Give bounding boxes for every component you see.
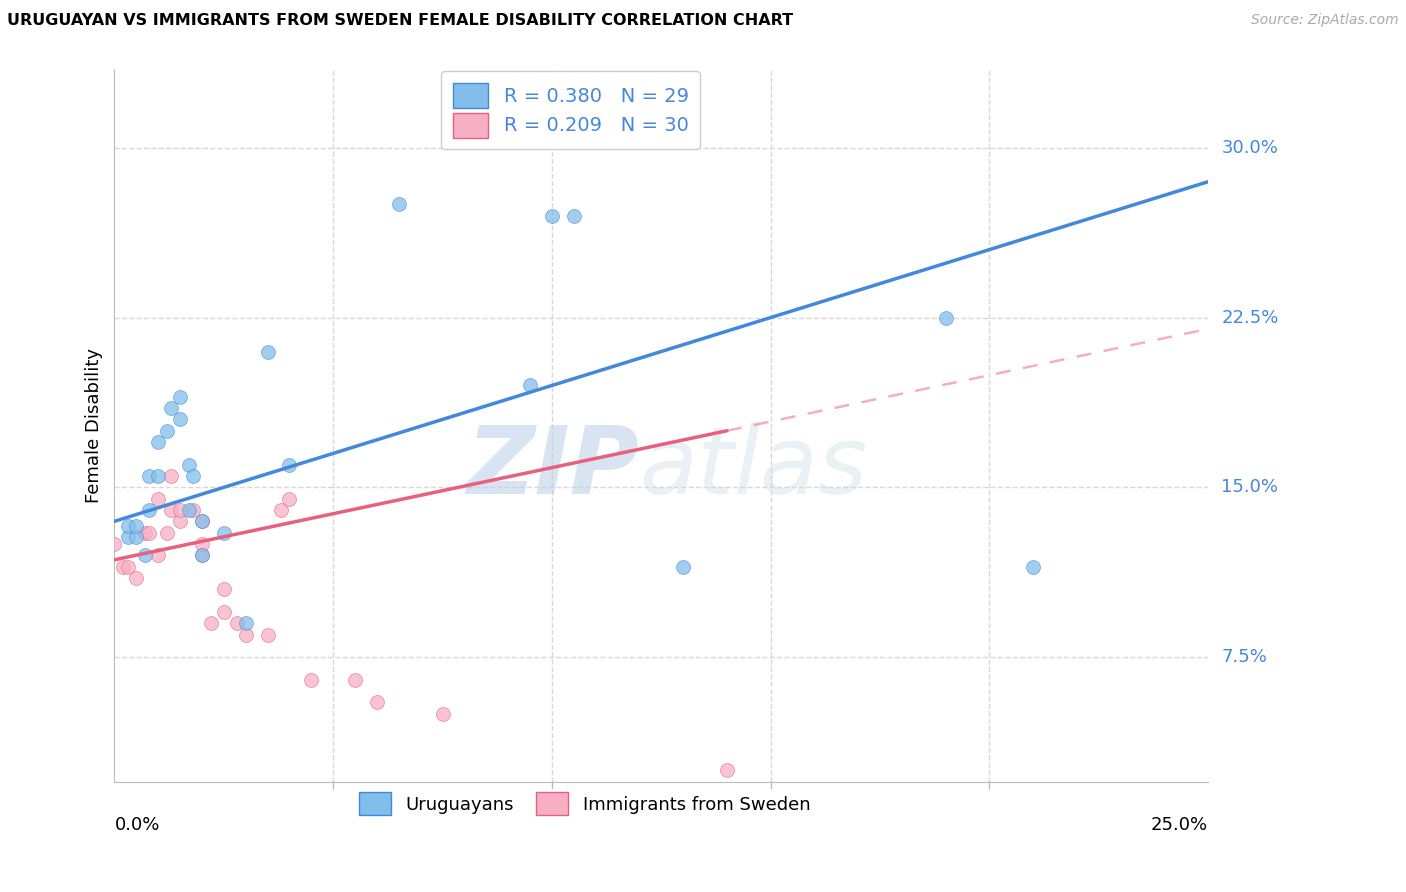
Point bbox=[177, 458, 200, 472]
Point bbox=[160, 401, 183, 416]
Point bbox=[103, 537, 125, 551]
Text: Source: ZipAtlas.com: Source: ZipAtlas.com bbox=[1251, 13, 1399, 28]
Point bbox=[299, 673, 322, 687]
Point bbox=[138, 503, 160, 517]
Text: ZIP: ZIP bbox=[467, 422, 640, 514]
Point bbox=[212, 605, 235, 619]
Point bbox=[125, 530, 148, 544]
Point bbox=[200, 616, 222, 631]
Point bbox=[138, 469, 160, 483]
Point bbox=[117, 519, 139, 533]
Point bbox=[169, 503, 191, 517]
Point bbox=[177, 503, 200, 517]
Point bbox=[235, 627, 257, 641]
Point bbox=[125, 571, 148, 585]
Point bbox=[112, 559, 135, 574]
Point bbox=[519, 378, 541, 392]
Point bbox=[212, 525, 235, 540]
Text: 0.0%: 0.0% bbox=[114, 815, 160, 834]
Text: 15.0%: 15.0% bbox=[1222, 478, 1278, 496]
Legend: Uruguayans, Immigrants from Sweden: Uruguayans, Immigrants from Sweden bbox=[352, 785, 818, 822]
Point bbox=[134, 525, 156, 540]
Text: 30.0%: 30.0% bbox=[1222, 139, 1278, 157]
Point bbox=[181, 503, 204, 517]
Point bbox=[125, 519, 148, 533]
Point bbox=[256, 627, 278, 641]
Point bbox=[160, 503, 183, 517]
Point bbox=[256, 344, 278, 359]
Point bbox=[146, 435, 169, 450]
Point bbox=[278, 458, 301, 472]
Text: URUGUAYAN VS IMMIGRANTS FROM SWEDEN FEMALE DISABILITY CORRELATION CHART: URUGUAYAN VS IMMIGRANTS FROM SWEDEN FEMA… bbox=[7, 13, 793, 29]
Point bbox=[432, 706, 454, 721]
Point bbox=[191, 549, 214, 563]
Point bbox=[117, 559, 139, 574]
Point bbox=[562, 209, 585, 223]
Point bbox=[235, 616, 257, 631]
Point bbox=[191, 549, 214, 563]
Point bbox=[1022, 559, 1045, 574]
Y-axis label: Female Disability: Female Disability bbox=[86, 348, 103, 502]
Point bbox=[541, 209, 564, 223]
Point bbox=[169, 514, 191, 528]
Text: 25.0%: 25.0% bbox=[1152, 815, 1208, 834]
Text: 7.5%: 7.5% bbox=[1222, 648, 1267, 666]
Point bbox=[138, 525, 160, 540]
Point bbox=[156, 525, 179, 540]
Point bbox=[388, 197, 411, 211]
Point bbox=[146, 549, 169, 563]
Point bbox=[366, 696, 388, 710]
Point bbox=[191, 514, 214, 528]
Point bbox=[278, 491, 301, 506]
Point bbox=[225, 616, 247, 631]
Point bbox=[146, 469, 169, 483]
Point bbox=[672, 559, 695, 574]
Text: 22.5%: 22.5% bbox=[1222, 309, 1278, 326]
Point bbox=[146, 491, 169, 506]
Point bbox=[160, 469, 183, 483]
Point bbox=[191, 514, 214, 528]
Point bbox=[134, 549, 156, 563]
Point bbox=[716, 764, 738, 778]
Point bbox=[117, 530, 139, 544]
Point bbox=[181, 469, 204, 483]
Point bbox=[344, 673, 367, 687]
Point bbox=[169, 390, 191, 404]
Text: atlas: atlas bbox=[640, 423, 868, 514]
Point bbox=[212, 582, 235, 597]
Point bbox=[935, 310, 957, 325]
Point bbox=[191, 537, 214, 551]
Point bbox=[169, 412, 191, 426]
Point bbox=[270, 503, 292, 517]
Point bbox=[156, 424, 179, 438]
